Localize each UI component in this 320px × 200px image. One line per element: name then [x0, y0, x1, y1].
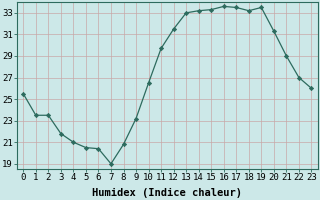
X-axis label: Humidex (Indice chaleur): Humidex (Indice chaleur): [92, 188, 242, 198]
